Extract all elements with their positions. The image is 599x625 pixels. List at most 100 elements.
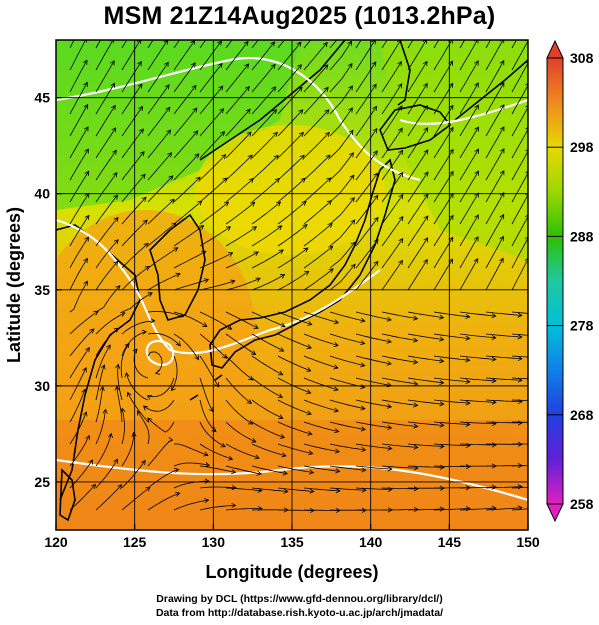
streamline	[329, 107, 353, 137]
streamline-arrowhead	[248, 178, 254, 184]
streamline-arrowhead	[473, 257, 479, 264]
streamline-arrowhead	[465, 335, 471, 341]
streamline	[511, 215, 528, 247]
streamline	[381, 260, 403, 291]
streamline-arrowhead	[278, 370, 284, 376]
streamline	[120, 343, 130, 379]
streamline-arrowhead	[247, 419, 254, 425]
streamline-arrowhead	[194, 355, 200, 361]
streamline	[95, 459, 118, 489]
streamline	[407, 237, 429, 269]
streamline	[69, 236, 89, 269]
streamline	[225, 131, 252, 159]
streamline	[485, 40, 504, 71]
streamline-arrowhead	[147, 292, 153, 297]
streamline-arrowhead	[348, 129, 354, 135]
streamline	[433, 465, 471, 468]
streamline-arrowhead	[227, 455, 234, 461]
streamline	[147, 40, 169, 71]
streamline	[381, 238, 404, 269]
streamline-arrowhead	[448, 236, 454, 242]
streamline	[173, 176, 201, 203]
streamline-arrowhead	[474, 60, 479, 66]
streamline-arrowhead	[373, 194, 379, 200]
streamline-arrowhead	[88, 459, 93, 465]
streamline-arrowhead	[473, 236, 479, 242]
streamline-arrowhead	[84, 148, 89, 154]
streamline-arrowhead	[298, 109, 304, 115]
streamline-arrowhead	[326, 200, 333, 206]
colorbar-tick-label: 298	[570, 139, 594, 155]
streamline-arrowhead	[219, 108, 225, 114]
streamline	[511, 311, 528, 314]
streamline	[199, 40, 222, 71]
streamline-arrowhead	[132, 348, 138, 354]
streamline-arrowhead	[350, 219, 356, 225]
streamline	[95, 40, 101, 49]
colorbar-gradient	[546, 57, 564, 505]
streamline	[303, 109, 330, 137]
streamline-arrowhead	[499, 235, 504, 242]
streamline-arrowhead	[448, 104, 454, 110]
streamline-arrowhead	[474, 214, 479, 220]
streamline	[303, 64, 329, 93]
streamline-arrowhead	[412, 359, 419, 365]
streamline	[171, 355, 178, 391]
streamline	[69, 193, 90, 225]
streamline	[381, 333, 418, 342]
streamline	[95, 82, 115, 115]
streamline-arrowhead	[525, 148, 528, 152]
streamline-arrowhead	[204, 462, 211, 468]
streamline-arrowhead	[106, 344, 111, 350]
colorbar-tick-label: 308	[570, 50, 594, 66]
streamline-arrowhead	[397, 17, 401, 22]
streamline	[485, 258, 504, 291]
colorbar-tick-label: 258	[570, 496, 594, 512]
streamline	[199, 131, 225, 159]
streamline-arrowhead	[167, 152, 173, 158]
streamline-arrowhead	[279, 347, 285, 352]
streamline	[485, 333, 522, 338]
streamline	[225, 311, 259, 329]
streamline-arrowhead	[113, 239, 119, 245]
colorbar-tick-label: 268	[570, 407, 594, 423]
streamline	[277, 155, 305, 181]
streamline	[407, 83, 428, 115]
streamline	[251, 249, 284, 269]
streamline	[303, 355, 339, 369]
streamline-arrowhead	[137, 60, 142, 67]
streamline-arrowhead	[307, 430, 313, 436]
streamline	[329, 443, 366, 451]
streamline	[407, 61, 428, 93]
streamline	[173, 40, 180, 49]
streamline	[485, 421, 523, 424]
streamline-arrowhead	[110, 60, 115, 66]
streamline	[407, 333, 444, 340]
streamline	[95, 194, 118, 225]
streamline	[121, 151, 145, 181]
streamline-arrowhead	[422, 40, 428, 44]
streamline-arrowhead	[524, 236, 528, 240]
streamline	[355, 128, 378, 159]
streamline-arrowhead	[254, 454, 260, 460]
streamline	[225, 63, 249, 93]
streamline-arrowhead	[191, 84, 197, 91]
streamline	[225, 40, 233, 49]
streamline	[407, 465, 445, 468]
streamline	[69, 411, 87, 445]
streamline-arrowhead	[154, 369, 161, 375]
streamline-arrowhead	[114, 385, 120, 391]
streamline-arrowhead	[350, 241, 356, 247]
streamline	[407, 127, 428, 159]
streamline	[199, 201, 229, 225]
streamline	[277, 64, 302, 93]
streamline	[511, 399, 528, 401]
y-tick-label: 35	[34, 282, 50, 298]
streamline	[121, 408, 125, 445]
streamline	[511, 508, 528, 511]
streamline-arrowhead	[373, 238, 379, 245]
streamline-arrowhead	[517, 334, 523, 340]
streamline-arrowhead	[250, 350, 257, 355]
streamline	[225, 443, 260, 459]
streamline-arrowhead	[124, 343, 130, 349]
